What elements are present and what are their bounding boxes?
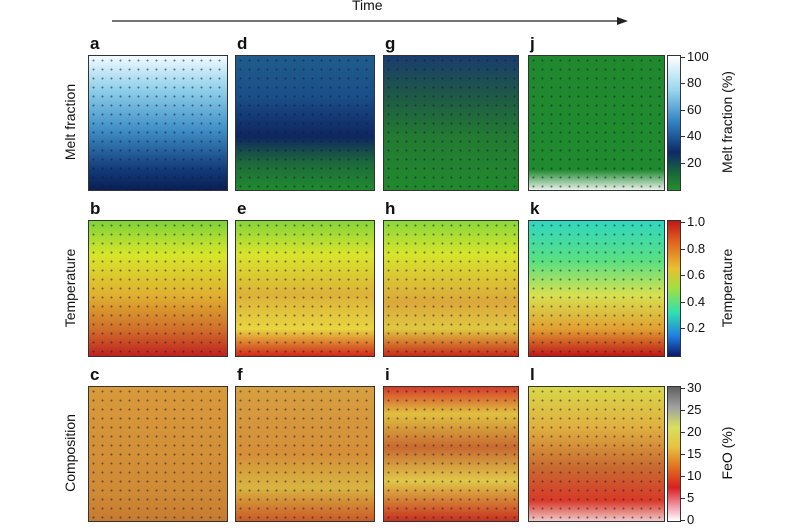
colorbar-tick-label: 15 <box>687 446 702 461</box>
colorbar-tick-label: 25 <box>687 402 702 417</box>
colorbar-tick <box>681 498 685 499</box>
colorbar-tick <box>681 275 685 277</box>
panel-letter: l <box>530 365 535 384</box>
colorbar-tick-label: 20 <box>687 424 702 439</box>
colorbar-title: Temperature <box>719 248 735 327</box>
colorbar-tick <box>681 410 685 411</box>
panel-letter: g <box>385 34 396 53</box>
simulation-panel <box>88 220 228 357</box>
simulation-panel <box>235 220 375 357</box>
colorbar <box>667 386 681 522</box>
colorbar-tick-label: 40 <box>687 128 702 144</box>
simulation-panel <box>383 386 519 522</box>
simulation-panel <box>88 55 228 191</box>
colorbar-tick <box>681 301 685 303</box>
velocity-dots <box>89 387 227 521</box>
simulation-panel <box>528 386 665 522</box>
colorbar-tick-label: 80 <box>687 75 702 91</box>
simulation-panel <box>235 386 375 522</box>
velocity-dots <box>384 387 518 521</box>
velocity-dots <box>236 221 374 356</box>
velocity-dots <box>384 56 518 190</box>
panel-letter: c <box>90 365 100 384</box>
velocity-dots <box>529 56 664 190</box>
panel-letter: e <box>237 199 247 218</box>
row-label: Composition <box>62 414 78 492</box>
colorbar-tick-label: 100 <box>687 49 709 64</box>
simulation-panel <box>235 55 375 191</box>
velocity-dots <box>89 56 227 190</box>
panel-letter: b <box>90 199 101 218</box>
time-arrow <box>112 17 628 25</box>
colorbar-title: FeO (%) <box>719 426 735 480</box>
panel-letter: h <box>385 199 396 218</box>
colorbar-tick-label: 0.8 <box>687 240 706 256</box>
panel-letter: f <box>237 365 243 384</box>
colorbar-tick-label: 60 <box>687 101 702 117</box>
panel-letter: i <box>385 365 390 384</box>
panel-letter: a <box>90 34 100 53</box>
colorbar-tick <box>681 222 685 223</box>
colorbar-tick-label: 0 <box>687 512 695 527</box>
colorbar-tick-label: 0.6 <box>687 267 706 283</box>
row-label: Melt fraction <box>62 83 78 161</box>
colorbar-tick <box>681 162 685 164</box>
colorbar-tick <box>681 57 685 58</box>
colorbar-tick-label: 10 <box>687 468 702 483</box>
velocity-dots <box>529 221 664 356</box>
colorbar <box>667 220 681 357</box>
colorbar-tick <box>681 328 685 330</box>
panel-letter: k <box>530 199 540 218</box>
colorbar <box>667 55 681 191</box>
velocity-dots <box>236 387 374 521</box>
simulation-panel <box>528 220 665 357</box>
colorbar-tick-label: 30 <box>687 380 702 395</box>
colorbar-tick-label: 0.4 <box>687 293 706 309</box>
row-label: Temperature <box>62 248 78 327</box>
colorbar-tick <box>681 520 685 521</box>
colorbar-tick-label: 0.2 <box>687 320 706 336</box>
simulation-panel <box>88 386 228 522</box>
time-label: Time <box>352 0 383 13</box>
colorbar-tick <box>681 83 685 85</box>
velocity-dots <box>529 387 664 521</box>
simulation-panel <box>528 55 665 191</box>
simulation-panel <box>383 55 519 191</box>
colorbar-tick-label: 5 <box>687 490 695 505</box>
velocity-dots <box>236 56 374 190</box>
colorbar-tick <box>681 109 685 111</box>
colorbar-tick <box>681 248 685 250</box>
colorbar-tick <box>681 136 685 138</box>
colorbar-tick <box>681 454 685 455</box>
colorbar-tick-label: 20 <box>687 154 702 170</box>
colorbar-tick <box>681 432 685 433</box>
velocity-dots <box>384 221 518 356</box>
colorbar-tick <box>681 388 685 389</box>
simulation-panel <box>383 220 519 357</box>
colorbar-tick-label: 1.0 <box>687 214 706 229</box>
panel-letter: j <box>530 34 535 53</box>
velocity-dots <box>89 221 227 356</box>
colorbar-title: Melt fraction (%) <box>719 71 735 173</box>
colorbar-tick <box>681 476 685 477</box>
panel-letter: d <box>237 34 248 53</box>
